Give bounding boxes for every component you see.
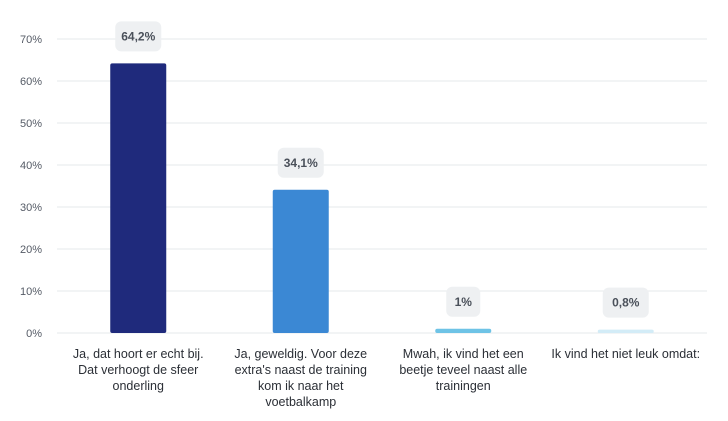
- y-tick-label: 40%: [20, 160, 42, 172]
- y-tick-label: 30%: [20, 202, 42, 214]
- data-label-background: [602, 287, 649, 318]
- data-label-text: 1%: [455, 295, 473, 309]
- data-label-text: 0,8%: [612, 296, 640, 310]
- category-label-line: extra's naast de training: [235, 363, 367, 377]
- category-label: Ja, geweldig. Voor deze extra's naast de …: [234, 347, 367, 409]
- data-label: 1%: [446, 286, 481, 317]
- y-tick-label: 20%: [20, 244, 42, 256]
- data-label: 34,1%: [277, 147, 324, 178]
- category-label-line: trainingen: [436, 379, 491, 393]
- bar: [435, 328, 492, 333]
- data-label-background: [277, 147, 324, 178]
- category-label: Ja, dat hoort er echt bij. Dat verhoogt d…: [73, 347, 204, 393]
- data-label-text: 34,1%: [284, 156, 318, 170]
- y-tick-label: 70%: [20, 34, 42, 46]
- category-label: Mwah, ik vind het een beetje teveel naast…: [399, 347, 527, 393]
- data-label-text: 64,2%: [121, 29, 155, 43]
- category-label-line: voetbalkamp: [265, 395, 336, 409]
- data-labels: 64,2% 34,1% 1% 0,8%: [115, 21, 649, 318]
- y-tick-label: 50%: [20, 118, 42, 130]
- data-label-background: [115, 21, 162, 52]
- x-axis-category-labels: Ja, dat hoort er echt bij. Dat verhoogt d…: [73, 347, 700, 409]
- category-label-line: Ik vind het niet leuk omdat:: [551, 347, 700, 361]
- y-tick-label: 60%: [20, 76, 42, 88]
- y-tick-label: 0%: [26, 328, 42, 340]
- bar: [110, 63, 167, 334]
- y-tick-label: 10%: [20, 286, 42, 298]
- data-label-background: [446, 286, 481, 317]
- data-label: 64,2%: [115, 21, 162, 52]
- y-axis-tick-labels: 0% 10% 20% 30% 40% 50% 60% 70%: [20, 34, 42, 340]
- category-label: Ik vind het niet leuk omdat:: [551, 347, 700, 361]
- data-label: 0,8%: [602, 287, 649, 318]
- category-label-line: kom ik naar het: [258, 379, 344, 393]
- bar: [597, 329, 654, 333]
- category-label-line: Ja, dat hoort er echt bij.: [73, 347, 204, 361]
- category-label-line: beetje teveel naast alle: [399, 363, 527, 377]
- bar: [272, 189, 329, 333]
- bars: [110, 63, 654, 334]
- category-label-line: Dat verhoogt de sfeer: [78, 363, 198, 377]
- category-label-line: Ja, geweldig. Voor deze: [234, 347, 367, 361]
- category-label-line: Mwah, ik vind het een: [403, 347, 524, 361]
- category-label-line: onderling: [113, 379, 164, 393]
